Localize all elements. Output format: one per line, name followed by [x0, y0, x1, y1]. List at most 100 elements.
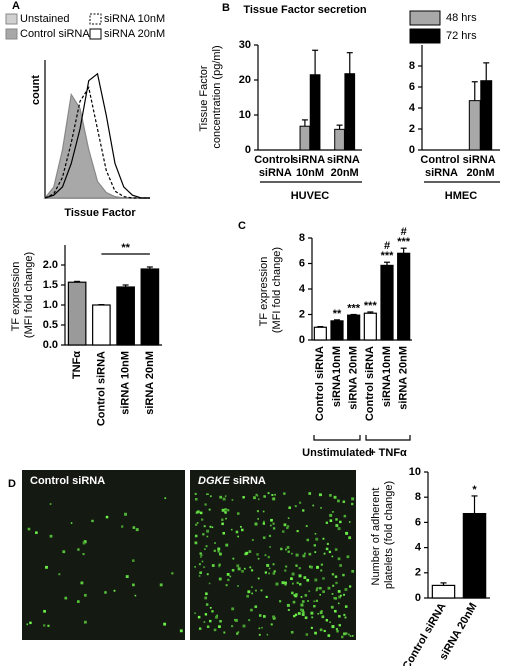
platelet-dot — [274, 493, 276, 496]
platelet-dot — [104, 591, 107, 594]
platelet-dot — [240, 528, 244, 532]
platelet-dot — [264, 571, 267, 574]
bar — [363, 312, 377, 341]
platelet-dot — [337, 527, 341, 531]
platelet-dot — [330, 605, 334, 609]
platelet-dot — [200, 556, 202, 558]
platelet-dot — [266, 563, 270, 567]
y-tick-label: 2 — [299, 308, 305, 320]
histogram-curve — [43, 92, 150, 199]
bar — [67, 281, 87, 346]
platelet-dot — [113, 589, 116, 592]
platelet-dot — [331, 625, 335, 629]
platelet-dot — [291, 582, 294, 585]
platelet-dot — [344, 588, 348, 591]
platelet-dot — [217, 547, 221, 551]
bar — [397, 252, 411, 341]
platelet-dot — [327, 634, 331, 637]
platelet-dot — [258, 614, 262, 617]
x-tick-label: Control siRNA — [420, 154, 462, 179]
platelet-dot — [310, 626, 313, 629]
platelet-dot — [338, 595, 341, 599]
platelet-dot — [348, 521, 351, 523]
platelet-dot — [287, 517, 290, 519]
platelet-dot — [329, 519, 333, 522]
y-axis-label: TF expression (MFI fold change) — [10, 252, 35, 338]
platelet-dot — [84, 593, 87, 597]
bar — [344, 73, 356, 151]
platelet-dot — [338, 615, 341, 618]
platelet-dot — [335, 628, 339, 631]
platelet-dot — [334, 597, 338, 600]
platelet-dot — [322, 590, 325, 594]
panel-letter: D — [8, 478, 16, 490]
platelet-dot — [207, 493, 210, 495]
platelet-dot — [303, 576, 307, 579]
platelet-dot — [270, 623, 273, 626]
platelet-dot — [339, 564, 342, 567]
platelet-dot — [334, 548, 338, 551]
platelet-dot — [281, 581, 285, 585]
platelet-dot — [326, 542, 329, 545]
platelet-dot — [251, 586, 253, 588]
y-tick-label: 20 — [239, 74, 251, 86]
platelet-dot — [283, 523, 287, 527]
platelet-dot — [310, 565, 313, 569]
y-tick-label: 8 — [299, 232, 305, 244]
platelet-dot — [194, 497, 198, 501]
platelet-dot — [224, 511, 227, 514]
platelet-dot — [231, 499, 234, 501]
legend-label: siRNA 20nM — [104, 28, 165, 40]
platelet-dot — [313, 604, 316, 608]
y-tick-label: 6 — [299, 257, 305, 269]
group-bracket — [365, 435, 411, 441]
platelet-dot — [226, 572, 230, 576]
y-tick-label: 6 — [409, 81, 415, 93]
platelet-dot — [194, 566, 196, 568]
legend-label: Control siRNA — [20, 28, 90, 40]
platelet-dot — [251, 539, 254, 541]
platelet-dot — [91, 519, 94, 523]
y-tick-label: 8 — [409, 60, 415, 72]
x-tick-label: Control siRNA — [95, 351, 107, 426]
platelet-dot — [269, 546, 271, 548]
platelet-dot — [302, 509, 305, 512]
platelet-dot — [317, 613, 319, 615]
bar — [431, 584, 456, 599]
platelet-dot — [295, 564, 298, 567]
y-tick-label: 1.0 — [43, 299, 58, 311]
bar — [299, 125, 311, 151]
platelet-dot — [229, 575, 232, 578]
platelet-dot — [64, 596, 68, 600]
platelet-dot — [194, 612, 196, 615]
platelet-dot — [77, 548, 80, 551]
x-tick-label: Control siRNA — [364, 346, 376, 421]
platelet-dot — [337, 602, 340, 605]
platelet-dot — [331, 555, 334, 558]
platelet-dot — [287, 525, 290, 528]
platelet-dot — [262, 536, 266, 539]
platelet-dot — [335, 524, 339, 527]
platelet-dot — [273, 570, 276, 573]
platelet-dot — [300, 596, 303, 598]
platelet-dot — [222, 531, 225, 535]
platelet-dot — [287, 550, 290, 553]
platelet-dot — [329, 494, 332, 497]
platelet-dot — [319, 611, 323, 615]
platelet-dot — [306, 538, 310, 542]
platelet-dot — [62, 550, 66, 554]
platelet-dot — [243, 567, 246, 570]
platelet-dot — [199, 552, 202, 555]
image-label: DGKE siRNA — [198, 475, 266, 487]
platelet-dot — [300, 603, 304, 607]
bar — [480, 80, 493, 151]
platelet-dot — [344, 605, 348, 608]
platelet-dot — [315, 599, 318, 602]
platelet-dot — [246, 594, 249, 598]
platelet-dot — [343, 593, 345, 596]
platelet-dot — [231, 607, 235, 611]
platelet-dot — [204, 613, 208, 616]
platelet-dot — [298, 574, 302, 578]
platelet-dot — [257, 518, 259, 520]
platelet-dot — [124, 512, 128, 516]
